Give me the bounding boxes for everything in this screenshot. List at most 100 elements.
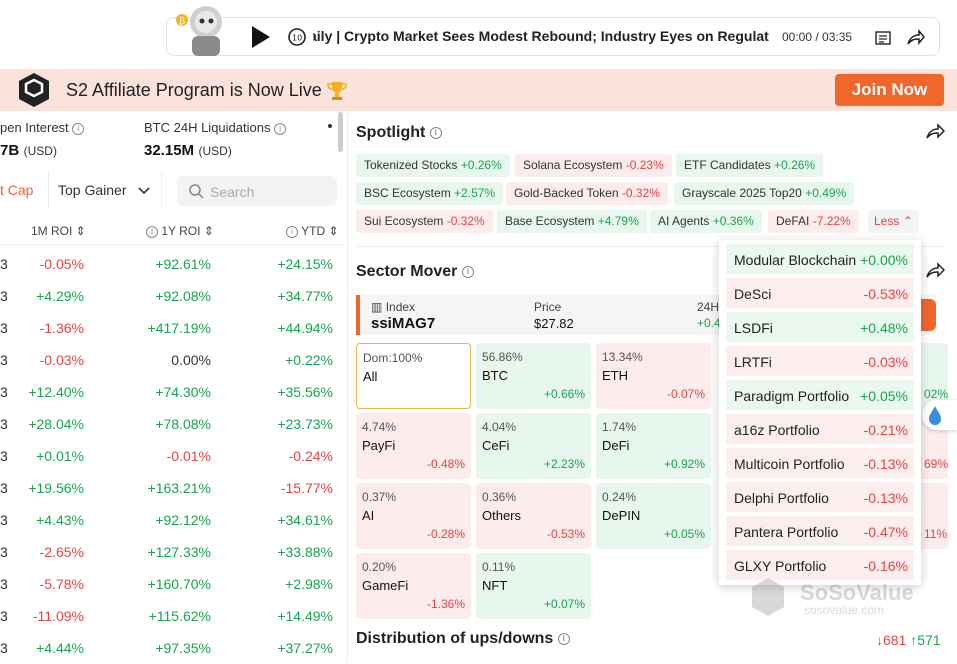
spotlight-tag[interactable]: Base Ecosystem +4.79% [497,210,647,233]
sector-tile[interactable]: 1.74% DeFi +0.92% [596,413,711,479]
table-row[interactable]: 3 -0.05% +92.61% +24.15% [0,248,345,280]
tile-name: CeFi [482,438,510,453]
table-row[interactable]: 3 +4.44% +97.35% +37.27% [0,632,345,664]
info-icon[interactable]: i [557,632,570,645]
tile-dominance: 0.11% [482,560,516,574]
table-row[interactable]: 3 -2.65% +127.33% +33.88% [0,536,345,568]
sector-tile[interactable]: 4.74% PayFi -0.48% [356,413,471,479]
distribution-counts: ↓681 ↑571 [876,632,941,648]
tile-name: PayFi [362,438,396,453]
tag-value: +2.57% [454,186,496,200]
dropdown-item-name: LRTFi [734,354,772,370]
info-icon[interactable]: i [72,122,85,135]
scrollbar[interactable] [338,112,343,152]
tab-top-gainer-label: Top Gainer [58,182,127,198]
roi-1y: -0.01% [166,448,211,464]
sector-tile[interactable]: 0.37% AI -0.28% [356,483,471,549]
dropdown-item[interactable]: Pantera Portfolio -0.47% [726,516,914,546]
tile-dominance: 13.34% [602,350,643,364]
roi-1m: +4.43% [36,512,84,528]
ytd: -0.24% [288,448,333,464]
tile-name: NFT [482,578,508,593]
table-row[interactable]: 3 -0.03% 0.00% +0.22% [0,344,345,376]
dropdown-item-value: -0.16% [863,558,908,574]
col-1y-roi[interactable]: i 1Y ROI ⇕ [146,224,214,238]
dropdown-item-value: -0.03% [863,354,908,370]
spotlight-tag[interactable]: Gold-Backed Token -0.32% [506,182,668,205]
row-lead: 3 [0,480,8,496]
dropdown-item-name: GLXY Portfolio [734,558,827,574]
share-icon[interactable] [905,28,925,48]
tab-top-gainer[interactable] [48,172,162,208]
h24-label: 24H [697,300,720,314]
spotlight-tag[interactable]: Sui Ecosystem -0.32% [356,210,493,233]
dropdown-item[interactable]: LRTFi -0.03% [726,346,914,376]
dropdown-item[interactable]: GLXY Portfolio -0.16% [726,550,914,580]
svg-text:10: 10 [292,34,302,43]
sector-tile[interactable]: 0.11% NFT +0.07% [476,553,591,619]
table-row[interactable]: 3 -11.09% +115.62% +14.49% [0,600,345,632]
row-lead: 3 [0,640,8,656]
dropdown-item-name: DeSci [734,286,772,302]
sector-tile[interactable]: 0.36% Others -0.53% [476,483,591,549]
play-icon[interactable] [248,24,272,50]
tile-name: AI [362,508,375,523]
dropdown-item-value: -0.47% [863,524,908,540]
spotlight-tag[interactable]: Tokenized Stocks +0.26% [356,154,510,177]
spotlight-tag[interactable]: AI Agents +0.36% [650,210,762,233]
roi-1y: +78.08% [155,416,211,432]
info-icon[interactable]: i [429,126,442,139]
search-input[interactable] [177,176,337,206]
table-row[interactable]: 3 +12.40% +74.30% +35.56% [0,376,345,408]
dropdown-item-value: -0.13% [863,490,908,506]
sector-tile[interactable]: 0.24% DePIN +0.05% [596,483,711,549]
table-row[interactable]: 3 -1.36% +417.19% +44.94% [0,312,345,344]
sector-tile[interactable]: 56.86% BTC +0.66% [476,343,591,409]
dropdown-item[interactable]: Delphi Portfolio -0.13% [726,482,914,512]
dropdown-item[interactable]: Paradigm Portfolio +0.05% [726,380,914,410]
join-now-button[interactable]: Join Now [835,74,944,106]
col-ytd[interactable]: i YTD ⇕ [286,224,339,238]
table-row[interactable]: 3 +0.01% -0.01% -0.24% [0,440,345,472]
table-row[interactable]: 3 +4.43% +92.12% +34.61% [0,504,345,536]
dropdown-item[interactable]: a16z Portfolio -0.21% [726,414,914,444]
spotlight-tag[interactable]: BSC Ecosystem +2.57% [356,182,504,205]
tab-market-cap[interactable]: t Cap [0,182,34,198]
liquidations-label: BTC 24H Liquidations i [144,120,287,135]
spotlight-tag[interactable]: Solana Ecosystem -0.23% [515,154,672,177]
dropdown-item[interactable]: DeSci -0.53% [726,278,914,308]
table-row[interactable]: 3 -5.78% +160.70% +2.98% [0,568,345,600]
table-row[interactable]: 3 +4.29% +92.08% +34.77% [0,280,345,312]
sector-tile[interactable]: 0.20% GameFi -1.36% [356,553,471,619]
more-dot[interactable] [328,124,332,128]
spotlight-tag[interactable]: Grayscale 2025 Top20 +0.49% [674,182,855,205]
spotlight-tag[interactable]: DeFAI -7.22% [768,210,859,233]
table-header [0,219,345,245]
table-row[interactable]: 3 +28.04% +78.08% +23.73% [0,408,345,440]
info-icon[interactable]: i [274,122,287,135]
dropdown-item[interactable]: Modular Blockchain +0.00% [726,244,914,274]
share-icon[interactable] [925,123,945,141]
roi-1y: +74.30% [155,384,211,400]
transcript-icon[interactable] [874,29,892,47]
share-icon[interactable] [925,262,945,280]
tag-name: Sui Ecosystem [364,214,444,228]
sector-tile[interactable]: 13.34% ETH -0.07% [596,343,711,409]
rewind-10-icon[interactable]: 10 [286,26,308,48]
tag-value: -0.32% [446,214,485,228]
sector-tile[interactable]: 4.04% CeFi +2.23% [476,413,591,479]
ytd: +34.77% [277,288,333,304]
less-toggle[interactable]: Less ⌃ [868,210,919,233]
col-1m-roi[interactable]: 1M ROI ⇕ [31,224,86,238]
dropdown-item-value: +0.05% [860,388,908,404]
dropdown-item[interactable]: Multicoin Portfolio -0.13% [726,448,914,478]
dropdown-item[interactable]: LSDFi +0.48% [726,312,914,342]
sector-mover-title: Sector Mover i [356,263,474,281]
table-row[interactable]: 3 +19.56% +163.21% -15.77% [0,472,345,504]
tag-name: DeFAI [776,214,810,228]
row-lead: 3 [0,416,8,432]
info-icon[interactable]: i [461,265,474,278]
spotlight-tag[interactable]: ETF Candidates +0.26% [676,154,824,177]
sector-tile[interactable]: Dom:100% All [356,343,471,409]
podcast-headline: aily | Crypto Market Sees Modest Rebound… [313,28,769,44]
